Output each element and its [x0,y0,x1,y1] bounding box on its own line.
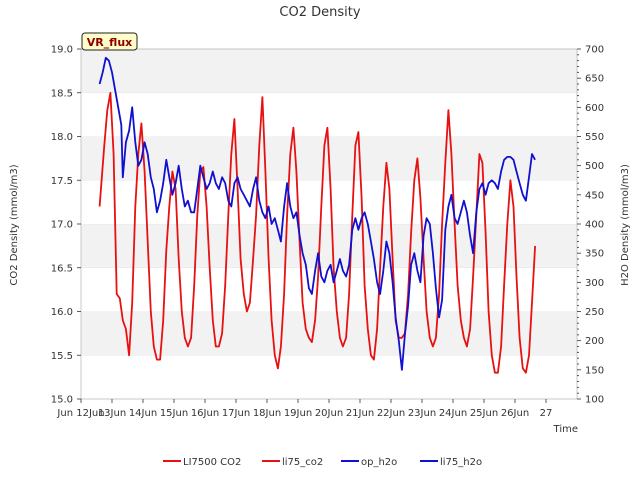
left-tick-label: 17.5 [51,176,73,187]
x-tick-label: 20Jun [315,408,343,419]
right-tick-label: 400 [585,220,604,231]
left-tick-label: 16.0 [51,307,73,318]
left-tick-label: 19.0 [51,45,73,56]
chart-title: CO2 Density [279,5,360,20]
x-tick-label: 14Jun [129,408,157,419]
y-axis-left-label: CO2 Density (mmol/m3) [9,164,20,285]
left-tick-label: 15.0 [51,395,73,406]
right-tick-label: 700 [585,45,604,56]
legend: LI7500 CO2 li75_co2 op_h2o li75_h2o [163,457,482,468]
x-tick-label: 18Jun [253,408,281,419]
x-tick-label: Jun 12Jun [56,408,104,419]
y-axis-right-label: H2O Density (mmol/m3) [620,164,631,286]
vr-flux-badge: VR_flux [81,32,138,51]
grid-band [81,180,577,224]
grid-band [81,224,577,268]
x-tick-label: 19Jun [284,408,312,419]
right-tick-label: 350 [585,249,604,260]
grid-band [81,355,577,399]
x-tick-label: 27 [540,408,553,419]
series-lines [98,56,536,374]
x-tick-label: 21Jun [346,408,374,419]
x-tick-label: 15Jun [160,408,188,419]
right-tick-label: 150 [585,365,604,376]
left-tick-label: 17.0 [51,220,73,231]
x-tick-label: 13Jun [98,408,126,419]
x-tick-label: 25Jun [470,408,498,419]
right-tick-label: 200 [585,336,604,347]
right-tick-label: 500 [585,161,604,172]
grid-band [81,92,577,137]
left-tick-label: 16.5 [51,263,73,274]
right-tick-label: 300 [585,278,604,289]
grid-band [81,49,577,93]
left-tick-label: 18.0 [51,132,73,143]
legend-label: li75_co2 [282,457,323,468]
legend-label: op_h2o [361,457,397,468]
left-tick-label: 15.5 [51,351,73,362]
series-line-li75_co2 [98,91,536,374]
x-tick-label: 22Jun [377,408,405,419]
right-tick-label: 650 [585,74,604,85]
right-tick-label: 450 [585,190,604,201]
right-tick-label: 250 [585,307,604,318]
x-tick-label: 24Jun [439,408,467,419]
right-tick-label: 100 [585,395,604,406]
left-tick-label: 18.5 [51,88,73,99]
legend-label: LI7500 CO2 [183,457,241,468]
series-line-li75_h2o [98,56,536,371]
x-tick-label: 17Jun [222,408,250,419]
right-tick-label: 550 [585,132,604,143]
x-tick-label: 26Jun [501,408,529,419]
right-tick-label: 600 [585,103,604,114]
x-axis-label: Time [553,424,578,435]
vr-flux-badge-text: VR_flux [87,36,133,49]
left-axis-ticks: 15.0 15.5 16.0 16.5 17.0 17.5 18.0 18.5 19.0 [51,45,81,406]
grid-bands [81,48,577,399]
x-tick-label: 23Jun [408,408,436,419]
x-tick-label: 16Jun [191,408,219,419]
right-axis-ticks: 100 150 200 250 300 350 400 450 500 550 600 650 700 [577,45,604,406]
legend-label: li75_h2o [440,457,482,468]
